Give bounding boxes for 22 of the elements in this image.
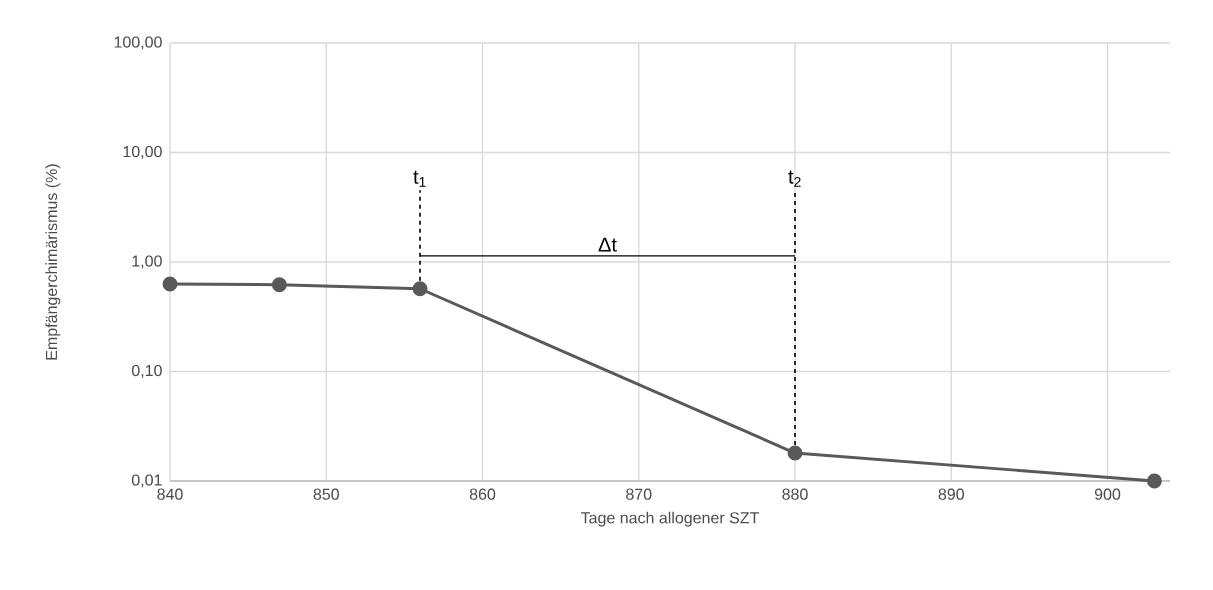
point — [162, 276, 178, 292]
y-tick-label: 0,10 — [131, 364, 162, 379]
x-tick-label: 840 — [157, 488, 183, 500]
x-axis-title: Tage nach allogener SZT — [580, 511, 759, 527]
x-tick-label: 860 — [469, 488, 496, 500]
y-axis-title: Empfängerchimärismus (%) — [45, 164, 61, 360]
y-tick-label: 100,00 — [114, 36, 162, 50]
point — [271, 277, 287, 293]
annotation: t$_{2}$ — [788, 170, 801, 187]
x-tick-label: 880 — [782, 488, 808, 500]
point — [412, 281, 428, 297]
annotation: t$_{1}$ — [413, 170, 426, 187]
x-tick-label: 890 — [938, 488, 964, 500]
y-tick-label: 1,00 — [132, 255, 162, 269]
y-tick-label: 0,01 — [131, 474, 162, 488]
x-tick-label: 850 — [313, 488, 339, 500]
point — [787, 445, 803, 461]
annotation: Δt — [598, 237, 617, 252]
x-tick-label: 900 — [1094, 488, 1121, 500]
x-tick-label: 870 — [626, 488, 652, 500]
point — [1146, 473, 1162, 489]
y-tick-label: 10,00 — [123, 145, 162, 160]
